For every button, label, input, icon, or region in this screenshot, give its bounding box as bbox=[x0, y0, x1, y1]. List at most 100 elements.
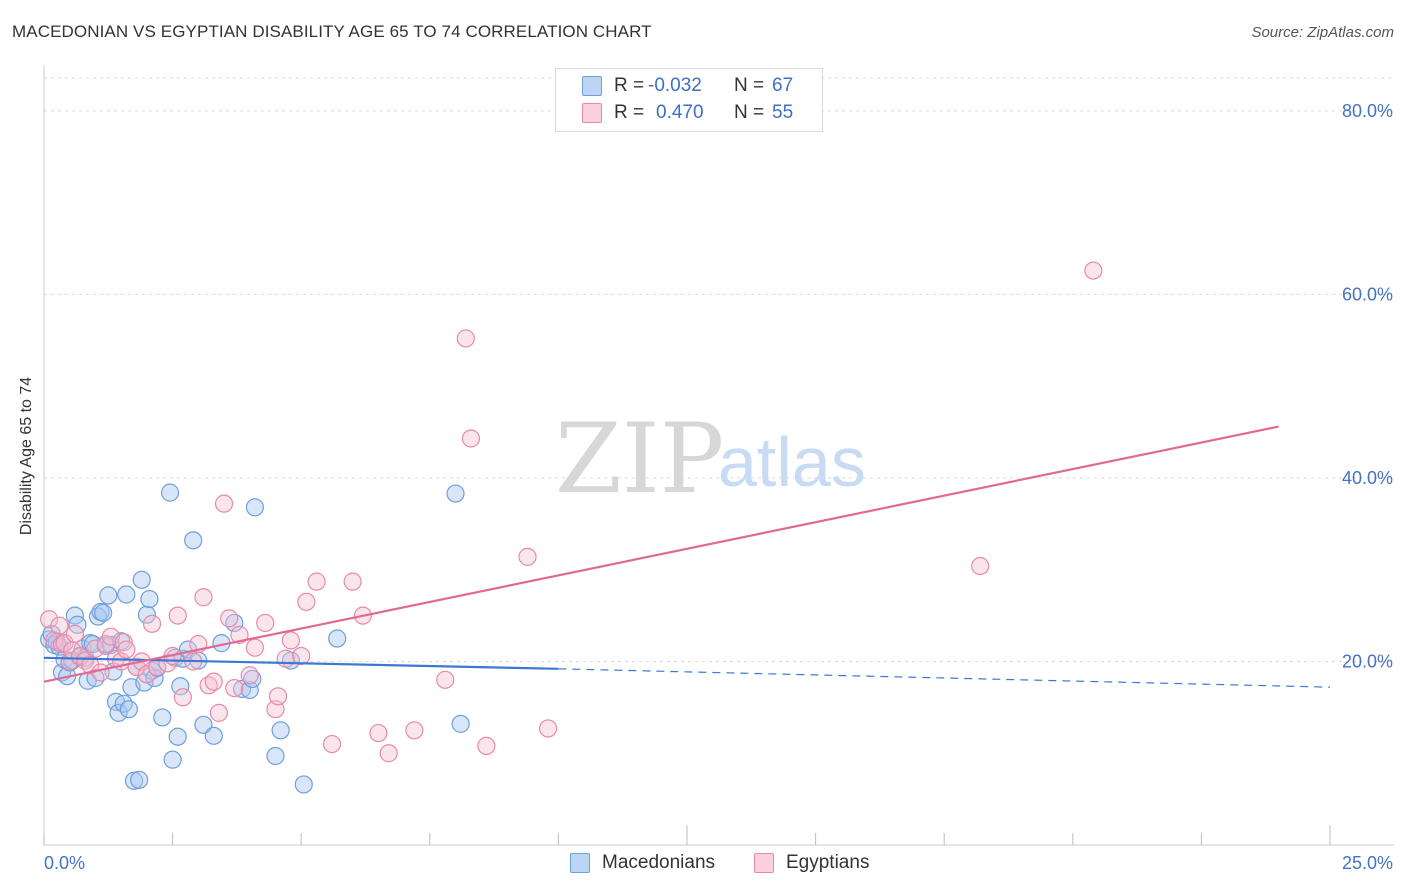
point-egyptians bbox=[209, 703, 228, 722]
point-macedonians bbox=[168, 727, 187, 746]
point-macedonians bbox=[446, 484, 465, 503]
point-egyptians bbox=[276, 649, 295, 668]
bottom-legend-swatch-blue bbox=[570, 853, 590, 873]
point-macedonians bbox=[137, 605, 156, 624]
point-macedonians bbox=[160, 483, 180, 502]
point-egyptians bbox=[297, 592, 316, 611]
point-macedonians bbox=[117, 585, 136, 604]
point-macedonians bbox=[140, 589, 159, 609]
watermark: ZIP atlas bbox=[555, 403, 866, 515]
point-egyptians bbox=[225, 678, 244, 698]
y-tick-label: 20.0% bbox=[1342, 651, 1393, 671]
y-tick-label: 80.0% bbox=[1342, 101, 1393, 121]
point-macedonians bbox=[114, 694, 133, 713]
point-macedonians bbox=[266, 746, 285, 766]
axes bbox=[43, 65, 1394, 846]
point-egyptians bbox=[230, 625, 249, 644]
point-macedonians bbox=[109, 703, 128, 722]
point-macedonians bbox=[451, 714, 470, 733]
legend-r-value: 0.470 bbox=[656, 102, 704, 123]
legend-n-value: 55 bbox=[772, 102, 794, 123]
point-egyptians bbox=[292, 646, 311, 666]
point-egyptians bbox=[405, 721, 424, 740]
point-egyptians bbox=[971, 556, 990, 576]
point-egyptians bbox=[322, 734, 342, 754]
point-egyptians bbox=[369, 723, 388, 743]
trend-lines bbox=[43, 425, 1331, 688]
point-egyptians bbox=[379, 744, 398, 763]
point-macedonians bbox=[163, 750, 182, 769]
point-egyptians bbox=[50, 616, 69, 635]
point-macedonians bbox=[153, 708, 172, 727]
point-macedonians bbox=[184, 531, 203, 550]
legend-r-label: R = bbox=[614, 75, 645, 96]
grid-lines bbox=[44, 77, 1394, 662]
legend-n-label: N = bbox=[734, 75, 765, 96]
point-macedonians bbox=[245, 498, 265, 517]
x-tick-label: 25.0% bbox=[1342, 853, 1393, 873]
point-macedonians bbox=[94, 603, 113, 622]
point-egyptians bbox=[173, 688, 192, 707]
point-egyptians bbox=[456, 329, 475, 348]
point-egyptians bbox=[461, 429, 481, 448]
point-macedonians bbox=[240, 680, 259, 700]
point-egyptians bbox=[55, 634, 74, 653]
point-egyptians bbox=[204, 672, 223, 691]
legend-n-label: N = bbox=[734, 102, 765, 123]
legend-r-label: R = bbox=[614, 102, 645, 123]
chart-title: MACEDONIAN VS EGYPTIAN DISABILITY AGE 65… bbox=[12, 22, 652, 41]
point-egyptians bbox=[281, 631, 301, 650]
bottom-legend-label: Macedonians bbox=[602, 852, 716, 873]
point-egyptians bbox=[81, 656, 100, 675]
legend-r-value: -0.032 bbox=[648, 75, 702, 96]
point-egyptians bbox=[214, 494, 234, 513]
point-egyptians bbox=[65, 624, 84, 644]
watermark-zip: ZIP bbox=[555, 403, 724, 515]
bottom-legend-label: Egyptians bbox=[786, 852, 870, 873]
point-egyptians bbox=[220, 609, 239, 628]
point-macedonians bbox=[99, 586, 118, 605]
point-egyptians bbox=[240, 666, 259, 685]
point-macedonians bbox=[271, 721, 290, 740]
point-egyptians bbox=[518, 547, 537, 566]
legend-swatch-pink bbox=[582, 103, 602, 123]
point-egyptians bbox=[268, 687, 288, 706]
point-macedonians bbox=[328, 629, 347, 648]
point-egyptians bbox=[194, 588, 213, 607]
point-egyptians bbox=[1084, 261, 1103, 280]
point-macedonians bbox=[171, 677, 190, 696]
point-egyptians bbox=[114, 633, 133, 652]
point-egyptians bbox=[117, 640, 136, 659]
y-tick-label: 60.0% bbox=[1342, 284, 1393, 304]
legend-swatch-blue bbox=[582, 76, 602, 96]
point-egyptians bbox=[40, 610, 59, 629]
point-macedonians bbox=[294, 775, 313, 794]
point-egyptians bbox=[539, 719, 558, 738]
point-egyptians bbox=[256, 613, 275, 633]
point-egyptians bbox=[137, 665, 156, 684]
watermark-atlas: atlas bbox=[718, 423, 866, 501]
series-egyptians bbox=[40, 261, 1103, 763]
point-egyptians bbox=[142, 614, 162, 633]
point-egyptians bbox=[307, 572, 326, 591]
legend-box: R = -0.032 N = 67 R = 0.470 N = 55 bbox=[555, 68, 823, 132]
trend-line-egyptians bbox=[43, 425, 1279, 683]
point-macedonians bbox=[130, 770, 149, 789]
bottom-legend-swatch-pink bbox=[754, 853, 774, 873]
source-label: Source: ZipAtlas.com bbox=[1251, 24, 1394, 41]
point-egyptians bbox=[91, 663, 110, 682]
legend-n-value: 67 bbox=[772, 75, 794, 96]
point-egyptians bbox=[477, 736, 496, 755]
y-tick-label: 40.0% bbox=[1342, 468, 1393, 488]
point-egyptians bbox=[168, 606, 187, 625]
point-egyptians bbox=[86, 639, 105, 658]
point-egyptians bbox=[343, 572, 362, 591]
point-egyptians bbox=[436, 670, 455, 689]
point-macedonians bbox=[204, 726, 223, 745]
point-macedonians bbox=[124, 771, 144, 790]
tick-labels: 20.0% 40.0% 60.0% 80.0% 0.0% 25.0% bbox=[44, 101, 1393, 873]
x-tick-label: 0.0% bbox=[44, 853, 85, 873]
point-macedonians bbox=[132, 570, 151, 589]
point-egyptians bbox=[245, 638, 265, 657]
